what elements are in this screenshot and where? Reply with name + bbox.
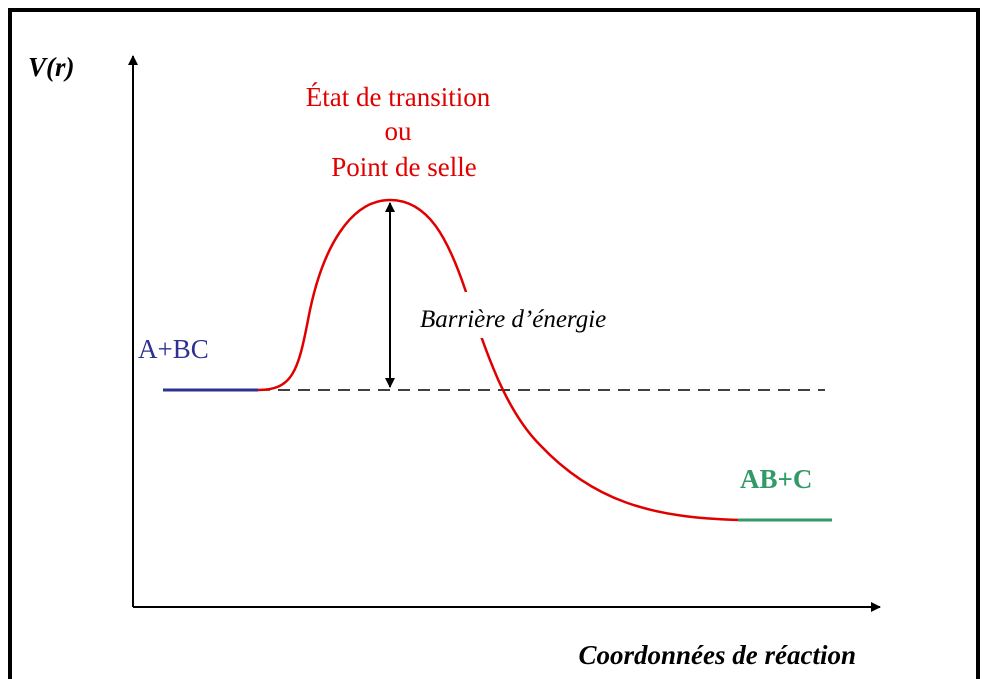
- frame: [8, 8, 980, 679]
- transition-label: État de transition: [306, 82, 491, 112]
- products-label: AB+C: [740, 464, 812, 494]
- label-background: [418, 292, 668, 338]
- transition-label: Point de selle: [331, 152, 476, 182]
- x-axis-label: Coordonnées de réaction: [578, 640, 856, 670]
- energy-curve: [257, 198, 741, 522]
- barrier-label: Barrière d’énergie: [420, 306, 606, 333]
- reactants-label: A+BC: [138, 334, 209, 364]
- y-axis-label: V(r): [28, 52, 75, 82]
- transition-label: ou: [385, 116, 413, 146]
